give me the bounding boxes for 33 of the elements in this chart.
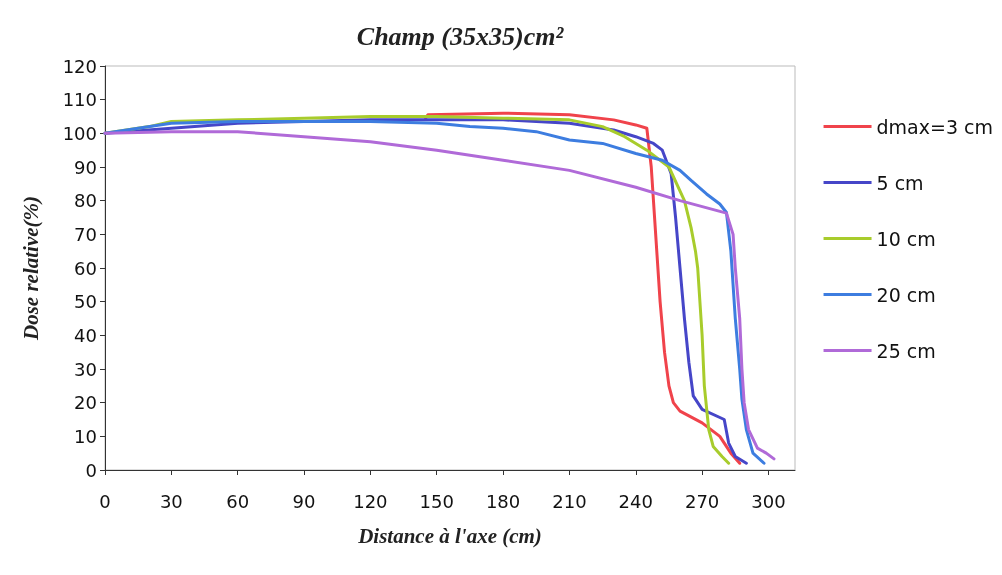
legend-label: dmax=3 cm [876,115,994,138]
legend-label: 10 cm [876,227,936,250]
chart-title: Champ (35x35)cm² [356,21,565,51]
y-tick-label: 30 [74,358,97,380]
y-tick-label: 60 [74,257,97,279]
x-tick-label: 180 [485,490,521,512]
x-tick-label: 30 [159,490,183,512]
y-tick-label: 40 [74,324,97,346]
x-tick-label: 270 [684,490,720,512]
y-tick-label: 50 [74,291,97,313]
y-tick-label: 120 [62,55,97,77]
legend-label: 5 cm [876,171,924,194]
y-tick-label: 110 [62,89,97,111]
y-tick-label: 90 [74,156,97,178]
x-tick-label: 0 [99,490,111,512]
x-tick-label: 210 [552,490,587,512]
y-tick-label: 0 [85,459,97,481]
y-tick-label: 100 [62,122,97,144]
y-tick-label: 10 [74,425,97,447]
x-tick-label: 240 [618,490,653,512]
x-tick-label: 150 [419,490,454,512]
x-tick-label: 300 [751,490,786,512]
legend-label: 25 cm [876,339,936,362]
y-tick-label: 70 [74,223,97,245]
legend-label: 20 cm [876,283,936,306]
y-tick-label: 20 [74,392,97,414]
line-series [424,111,742,465]
x-tick-label: 120 [353,490,388,512]
x-tick-label: 60 [226,490,250,512]
x-axis-title: Distance à l'axe (cm) [357,523,542,548]
y-axis-title: Dose relative(%) [18,195,43,342]
y-tick-label: 80 [74,190,97,212]
x-tick-label: 90 [292,490,316,512]
